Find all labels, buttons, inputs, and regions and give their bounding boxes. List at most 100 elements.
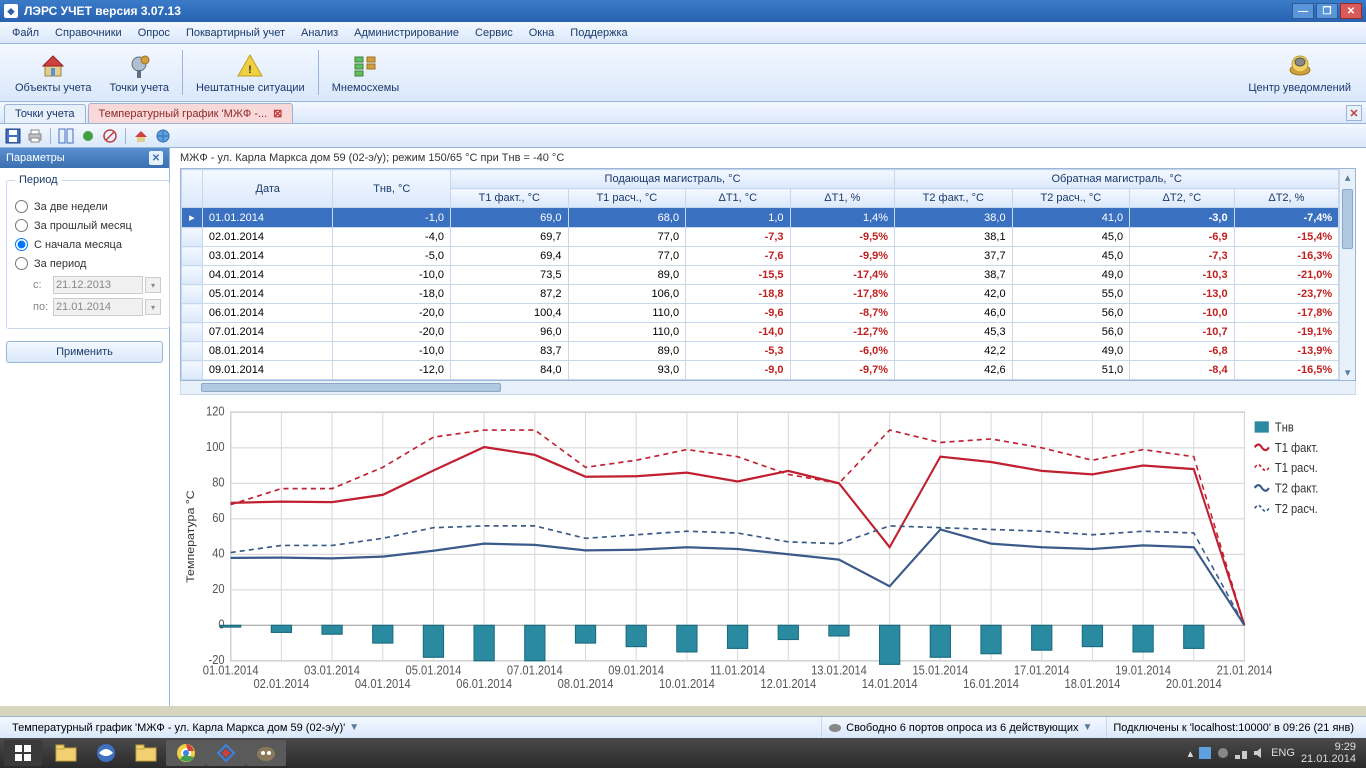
main-content: МЖФ - ул. Карла Маркса дом 59 (02-э/у); … <box>170 148 1366 706</box>
table-row[interactable]: 05.01.2014-18,087,2106,0-18,8-17,8%42,05… <box>182 285 1339 304</box>
menu-3[interactable]: Поквартирный учет <box>178 24 293 42</box>
period-option[interactable]: С начала месяца <box>15 238 161 251</box>
ribbon-points[interactable]: Точки учета <box>100 46 178 99</box>
table-row[interactable]: 08.01.2014-10,083,789,0-5,3-6,0%42,249,0… <box>182 342 1339 361</box>
svg-text:40: 40 <box>212 546 225 561</box>
menu-1[interactable]: Справочники <box>47 24 130 42</box>
table-row[interactable]: 07.01.2014-20,096,0110,0-14,0-12,7%45,35… <box>182 323 1339 342</box>
taskbar-chrome[interactable] <box>166 740 206 766</box>
table-row[interactable]: 02.01.2014-4,069,777,0-7,3-9,5%38,145,0-… <box>182 228 1339 247</box>
system-tray: ▴ ENG 9:29 21.01.2014 <box>1182 741 1362 765</box>
ribbon-schemes[interactable]: Мнемосхемы <box>323 46 409 99</box>
svg-text:04.01.2014: 04.01.2014 <box>355 676 411 691</box>
dropdown-icon[interactable]: ▼ <box>349 722 359 733</box>
close-all-tabs[interactable]: ✕ <box>1346 105 1362 121</box>
svg-text:12.01.2014: 12.01.2014 <box>760 676 816 691</box>
ribbon-notifications[interactable]: Центр уведомлений <box>1239 46 1360 99</box>
ribbon-toolbar: Объекты учета Точки учета ! Нештатные си… <box>0 44 1366 102</box>
svg-text:19.01.2014: 19.01.2014 <box>1115 663 1171 678</box>
tray-sound-icon[interactable] <box>1253 747 1265 759</box>
stop-icon[interactable] <box>101 127 119 145</box>
svg-text:13.01.2014: 13.01.2014 <box>811 663 867 678</box>
table-row[interactable]: ▸01.01.2014-1,069,068,01,01,4%38,041,0-3… <box>182 208 1339 228</box>
menu-5[interactable]: Администрирование <box>346 24 467 42</box>
table-row[interactable]: 04.01.2014-10,073,589,0-15,5-17,4%38,749… <box>182 266 1339 285</box>
period-option[interactable]: За прошлый месяц <box>15 219 161 232</box>
status-connection: Подключены к 'localhost:10000' в 09:26 (… <box>1106 717 1360 738</box>
svg-text:08.01.2014: 08.01.2014 <box>558 676 614 691</box>
menu-2[interactable]: Опрос <box>130 24 178 42</box>
inner-toolbar <box>0 124 1366 148</box>
app-icon: ◆ <box>4 4 18 18</box>
status-ports: Свободно 6 портов опроса из 6 действующи… <box>821 717 1098 738</box>
svg-text:16.01.2014: 16.01.2014 <box>963 676 1019 691</box>
globe-icon[interactable] <box>154 127 172 145</box>
ribbon-alerts[interactable]: ! Нештатные ситуации <box>187 46 314 99</box>
sidebar-close[interactable]: ✕ <box>149 151 163 165</box>
svg-text:20: 20 <box>212 582 225 597</box>
scroll-thumb[interactable] <box>1342 189 1353 249</box>
svg-text:Тнв: Тнв <box>1275 420 1294 435</box>
calendar-icon[interactable]: ▾ <box>145 277 161 293</box>
sidebar: Параметры ✕ Период За две неделиЗа прошл… <box>0 148 170 706</box>
svg-text:Температура °C: Температура °C <box>184 490 197 583</box>
layout-icon[interactable] <box>57 127 75 145</box>
menu-4[interactable]: Анализ <box>293 24 346 42</box>
tray-network-icon[interactable] <box>1235 747 1247 759</box>
ribbon-objects[interactable]: Объекты учета <box>6 46 100 99</box>
tray-clock[interactable]: 9:29 21.01.2014 <box>1301 741 1356 765</box>
svg-text:80: 80 <box>212 475 225 490</box>
menu-6[interactable]: Сервис <box>467 24 521 42</box>
table-row[interactable]: 03.01.2014-5,069,477,0-7,6-9,9%37,745,0-… <box>182 247 1339 266</box>
grid-vscroll[interactable]: ▴ ▾ <box>1339 169 1355 380</box>
table-row[interactable]: 06.01.2014-20,0100,4110,0-9,6-8,7%46,056… <box>182 304 1339 323</box>
save-icon[interactable] <box>4 127 22 145</box>
menu-0[interactable]: Файл <box>4 24 47 42</box>
tab-temp-chart[interactable]: Температурный график 'МЖФ -...⊠ <box>88 103 294 123</box>
table-row[interactable]: 09.01.2014-12,084,093,0-9,0-9,7%42,651,0… <box>182 361 1339 380</box>
menu-8[interactable]: Поддержка <box>562 24 635 42</box>
grid-hscroll[interactable] <box>180 381 1356 395</box>
taskbar-folder[interactable] <box>126 740 166 766</box>
svg-text:100: 100 <box>206 440 225 455</box>
calendar-icon[interactable]: ▾ <box>145 299 161 315</box>
apply-button[interactable]: Применить <box>6 341 163 363</box>
document-tabs: Точки учета Температурный график 'МЖФ -.… <box>0 102 1366 124</box>
home-icon[interactable] <box>132 127 150 145</box>
tab-close-icon[interactable]: ⊠ <box>273 108 282 120</box>
menu-7[interactable]: Окна <box>521 24 563 42</box>
date-to-input[interactable] <box>53 298 143 316</box>
svg-text:T1 расч.: T1 расч. <box>1275 461 1318 476</box>
svg-text:20.01.2014: 20.01.2014 <box>1166 676 1222 691</box>
period-option[interactable]: За две недели <box>15 200 161 213</box>
tray-icon[interactable] <box>1217 747 1229 759</box>
close-button[interactable]: ✕ <box>1340 3 1362 19</box>
dropdown-icon[interactable]: ▼ <box>1082 722 1092 733</box>
date-from-input[interactable] <box>53 276 143 294</box>
svg-text:21.01.2014: 21.01.2014 <box>1217 663 1273 678</box>
taskbar-thunderbird[interactable] <box>86 740 126 766</box>
tray-icon[interactable] <box>1199 747 1211 759</box>
svg-text:11.01.2014: 11.01.2014 <box>710 663 765 678</box>
print-icon[interactable] <box>26 127 44 145</box>
start-button[interactable] <box>4 740 42 766</box>
refresh-icon[interactable] <box>79 127 97 145</box>
taskbar-explorer[interactable] <box>46 740 86 766</box>
period-option[interactable]: За период <box>15 257 161 270</box>
data-grid[interactable]: ДатаТнв, °CПодающая магистраль, °CОбратн… <box>181 169 1339 380</box>
tab-points[interactable]: Точки учета <box>4 104 86 123</box>
svg-text:15.01.2014: 15.01.2014 <box>912 663 968 678</box>
scroll-down-icon[interactable]: ▾ <box>1340 364 1355 380</box>
svg-text:T2 факт.: T2 факт. <box>1275 481 1318 496</box>
taskbar-gimp[interactable] <box>246 740 286 766</box>
svg-text:120: 120 <box>206 404 225 419</box>
taskbar-app[interactable] <box>206 740 246 766</box>
tray-up-icon[interactable]: ▴ <box>1188 747 1194 760</box>
svg-text:09.01.2014: 09.01.2014 <box>608 663 664 678</box>
date-to-row: по: ▾ <box>33 298 161 316</box>
tray-lang[interactable]: ENG <box>1271 747 1295 759</box>
minimize-button[interactable]: — <box>1292 3 1314 19</box>
maximize-button[interactable]: ❐ <box>1316 3 1338 19</box>
scroll-up-icon[interactable]: ▴ <box>1340 169 1355 185</box>
sidebar-header: Параметры ✕ <box>0 148 169 168</box>
